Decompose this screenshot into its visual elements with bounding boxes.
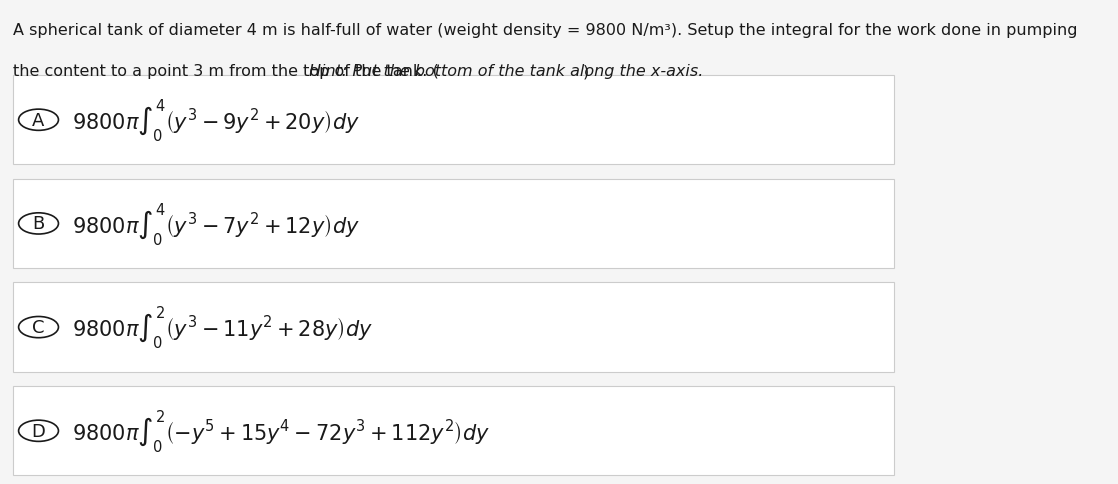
- Text: ): ): [584, 64, 589, 79]
- FancyBboxPatch shape: [13, 386, 893, 475]
- Text: $9800\pi\int_{0}^{4}\left(y^3 - 9y^2 + 20y\right)dy$: $9800\pi\int_{0}^{4}\left(y^3 - 9y^2 + 2…: [72, 97, 360, 144]
- Circle shape: [19, 110, 58, 131]
- Text: Hint: Put the bottom of the tank along the x-axis.: Hint: Put the bottom of the tank along t…: [309, 64, 703, 79]
- Text: $9800\pi\int_{0}^{2}\left(y^3 - 11y^2 + 28y\right)dy$: $9800\pi\int_{0}^{2}\left(y^3 - 11y^2 + …: [72, 304, 373, 351]
- Circle shape: [19, 213, 58, 235]
- Text: D: D: [31, 422, 46, 440]
- Text: $9800\pi\int_{0}^{4}\left(y^3 - 7y^2 + 12y\right)dy$: $9800\pi\int_{0}^{4}\left(y^3 - 7y^2 + 1…: [72, 200, 360, 247]
- Text: the content to a point 3 m from the top of the tank. (: the content to a point 3 m from the top …: [13, 64, 439, 79]
- FancyBboxPatch shape: [13, 283, 893, 372]
- Text: A spherical tank of diameter 4 m is half-full of water (weight density = 9800 N/: A spherical tank of diameter 4 m is half…: [13, 23, 1078, 38]
- Text: B: B: [32, 215, 45, 233]
- FancyBboxPatch shape: [13, 180, 893, 269]
- Circle shape: [19, 420, 58, 441]
- Circle shape: [19, 317, 58, 338]
- Text: $9800\pi\int_{0}^{2}\left(-y^5 + 15y^4 - 72y^3 + 112y^2\right)dy$: $9800\pi\int_{0}^{2}\left(-y^5 + 15y^4 -…: [72, 408, 491, 454]
- Text: A: A: [32, 111, 45, 130]
- Text: C: C: [32, 318, 45, 336]
- FancyBboxPatch shape: [13, 76, 893, 165]
